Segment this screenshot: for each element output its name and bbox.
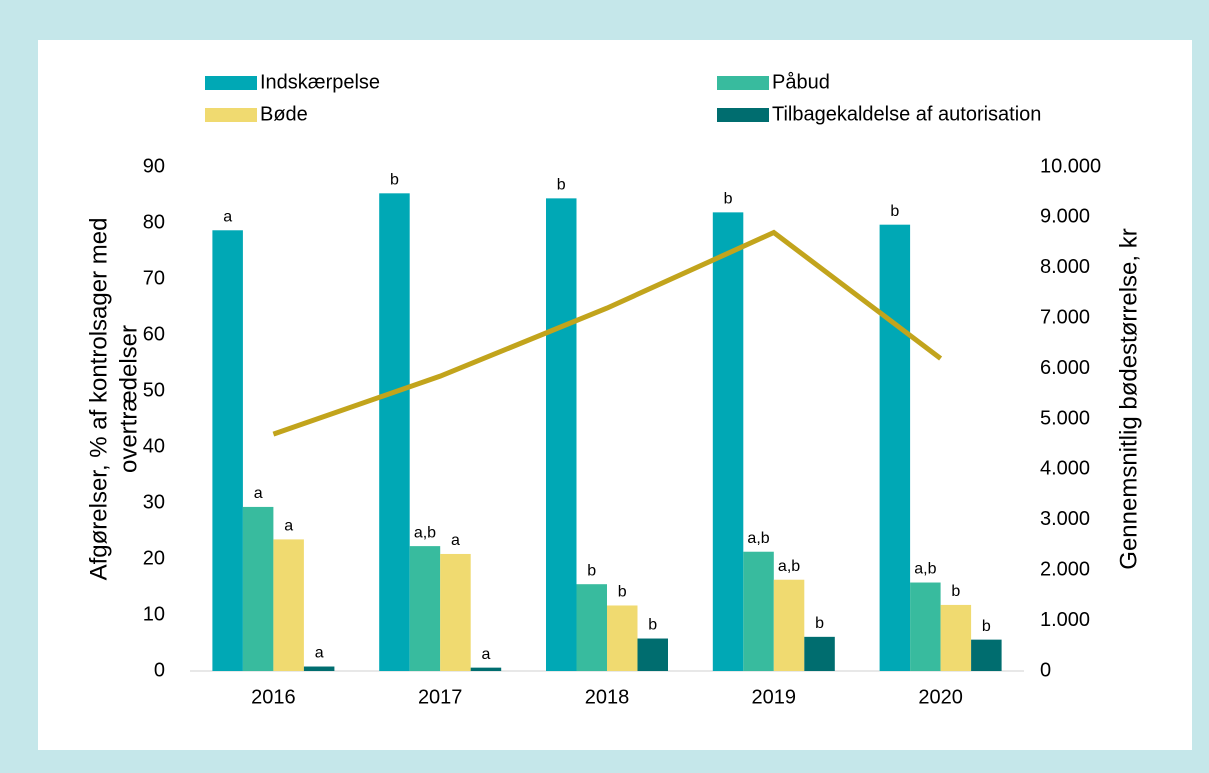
bar-label: a [223, 208, 232, 225]
y2-tick-label: 3.000 [1040, 508, 1090, 530]
y-tick-label: 60 [143, 323, 165, 345]
legend-swatch [717, 108, 769, 122]
y2-tick-label: 9.000 [1040, 206, 1090, 228]
y-axis-title: overtrædelser [115, 325, 142, 473]
y-tick-label: 0 [154, 659, 165, 681]
bar [773, 579, 805, 671]
y2-tick-label: 6.000 [1040, 357, 1090, 379]
bar-label: a [451, 532, 460, 549]
bar [712, 212, 744, 672]
bar [576, 584, 607, 671]
bar-label: b [390, 172, 399, 189]
bar [940, 604, 972, 671]
bar [910, 582, 941, 671]
y-tick-label: 80 [143, 211, 165, 233]
bar-label: b [648, 617, 657, 634]
bar [804, 636, 835, 671]
legend-label: Indskærpelse [260, 71, 380, 93]
bar [409, 546, 441, 671]
bar-label: b [951, 583, 960, 600]
line [272, 229, 943, 437]
bar [242, 506, 274, 671]
bar-label: b [815, 615, 824, 632]
y-tick-label: 10 [143, 603, 165, 625]
bar-label: a [254, 485, 263, 502]
bar [971, 639, 1002, 671]
y2-tick-label: 10.000 [1040, 155, 1101, 177]
y2-tick-label: 5.000 [1040, 407, 1090, 429]
x-tick-label: 2017 [418, 686, 463, 708]
y-tick-label: 30 [143, 491, 165, 513]
legend-swatch [205, 108, 257, 122]
bar [743, 551, 774, 671]
x-tick-label: 2016 [251, 686, 296, 708]
bar [546, 198, 577, 672]
legend-swatch [717, 76, 769, 90]
y2-tick-label: 1.000 [1040, 609, 1090, 631]
bar-label: b [890, 203, 899, 220]
bar-label: a,b [747, 530, 769, 547]
bar-label: b [982, 618, 991, 635]
y2-tick-label: 8.000 [1040, 256, 1090, 278]
y2-tick-label: 4.000 [1040, 458, 1090, 480]
bar-label: b [724, 191, 733, 208]
y2-tick-label: 7.000 [1040, 306, 1090, 328]
bar-label: a [284, 518, 293, 535]
bar [470, 667, 502, 671]
legend-label: Påbud [772, 71, 830, 93]
bar-label: a,b [914, 561, 936, 578]
bar [379, 193, 410, 671]
bar [303, 666, 335, 671]
legend-label: Bøde [260, 103, 308, 125]
bar [273, 539, 304, 671]
y2-tick-label: 0 [1040, 659, 1051, 681]
bar [637, 638, 668, 671]
bar [440, 553, 471, 671]
bar [212, 230, 243, 671]
bar-label: b [618, 584, 627, 601]
x-tick-label: 2019 [752, 686, 797, 708]
y-tick-label: 20 [143, 547, 165, 569]
y2-tick-label: 2.000 [1040, 558, 1090, 580]
x-tick-label: 2020 [918, 686, 963, 708]
bar-label: a [481, 646, 490, 663]
bar [879, 224, 911, 671]
y-tick-label: 70 [143, 267, 165, 289]
bar-label: a,b [778, 558, 800, 575]
y-tick-label: 50 [143, 379, 165, 401]
bar-label: b [557, 177, 566, 194]
legend-swatch [205, 76, 257, 90]
y-tick-label: 40 [143, 435, 165, 457]
bar-label: a [315, 645, 324, 662]
y-tick-label: 90 [143, 155, 165, 177]
bar [607, 605, 638, 671]
bar-label: a,b [414, 524, 436, 541]
x-tick-label: 2018 [585, 686, 630, 708]
bar-label: b [587, 562, 596, 579]
y-axis-title: Afgørelser, % af kontrolsager med [85, 218, 112, 581]
legend-label: Tilbagekaldelse af autorisation [772, 103, 1041, 125]
y2-axis-title: Gennemsnitlig bødestørrelse, kr [1115, 228, 1142, 569]
